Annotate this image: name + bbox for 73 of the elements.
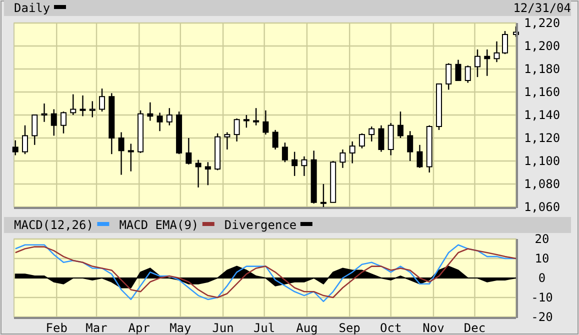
y-tick-label: 1,160 [524,85,560,99]
candlestick [60,110,67,134]
y-tick-label: 0 [538,271,546,285]
y-tick-label: 1,060 [524,200,560,214]
x-tick-label: Jun [212,321,234,335]
x-tick-label: Dec [464,321,486,335]
candlestick [32,114,38,146]
candlestick [147,102,154,122]
candlestick [204,162,211,186]
candlestick [253,108,260,126]
candlestick [484,48,490,76]
candlestick [464,64,471,84]
candlestick [474,48,480,78]
y-tick-label: -10 [531,290,553,304]
candlestick [118,132,124,176]
candlestick [243,114,250,128]
x-tick-label: Apr [128,321,150,335]
y-tick-label: 1,100 [524,154,560,168]
x-tick-label: Aug [296,321,318,335]
y-tick-label: 1,200 [524,39,560,53]
x-tick-label: Jul [253,321,276,335]
candlestick [502,30,508,55]
candlestick [234,118,240,142]
x-tick-label: Nov [422,321,444,335]
candlestick [166,108,172,126]
candlestick [282,142,288,163]
text: 12/31/04 [513,1,571,15]
candlestick [99,88,106,112]
candlestick [494,40,500,63]
candlestick [340,148,346,168]
x-tick-label: Feb [46,321,68,335]
candlestick [262,110,269,136]
candlestick [397,110,404,139]
y-tick-label: 1,140 [524,108,560,122]
candlestick [128,143,134,172]
candlestick [407,130,414,162]
candlestick [446,62,452,90]
candlestick [416,144,423,168]
candlestick [12,140,18,156]
candlestick [50,108,57,136]
x-tick-label: Mar [86,321,108,335]
candlestick [301,156,308,177]
candlestick [70,94,76,116]
candlestick [89,100,96,118]
candlestick [378,124,384,152]
candlestick [186,137,192,166]
candlestick [156,112,163,132]
legend-label: MACD(12,26) [14,218,94,232]
legend-label: MACD EMA(9) [119,218,199,232]
legend-label: Divergence [224,218,297,232]
candlestick [320,183,326,208]
candlestick [195,159,202,188]
y-tick-label: 20 [534,232,550,246]
x-tick-label: Oct [380,321,402,335]
y-tick-label: 1,220 [524,16,560,30]
candlestick [358,132,365,149]
y-tick-label: 1,180 [524,62,560,76]
x-tick-label: Sep [338,321,360,335]
candlestick [80,94,86,117]
y-tick-label: -20 [531,310,553,324]
legend-label: Daily [14,1,50,15]
candlestick [455,59,462,82]
x-tick-label: May [170,321,192,335]
y-tick-label: 10 [534,252,550,266]
candlestick [292,151,298,177]
candlestick [368,126,375,142]
y-tick-label: 1,120 [524,131,560,145]
candlestick [272,129,278,150]
candlestick [41,102,48,122]
candlestick [224,132,230,150]
candlestick [22,124,28,155]
y-tick-label: 1,080 [524,177,560,191]
candlestick [349,140,356,164]
